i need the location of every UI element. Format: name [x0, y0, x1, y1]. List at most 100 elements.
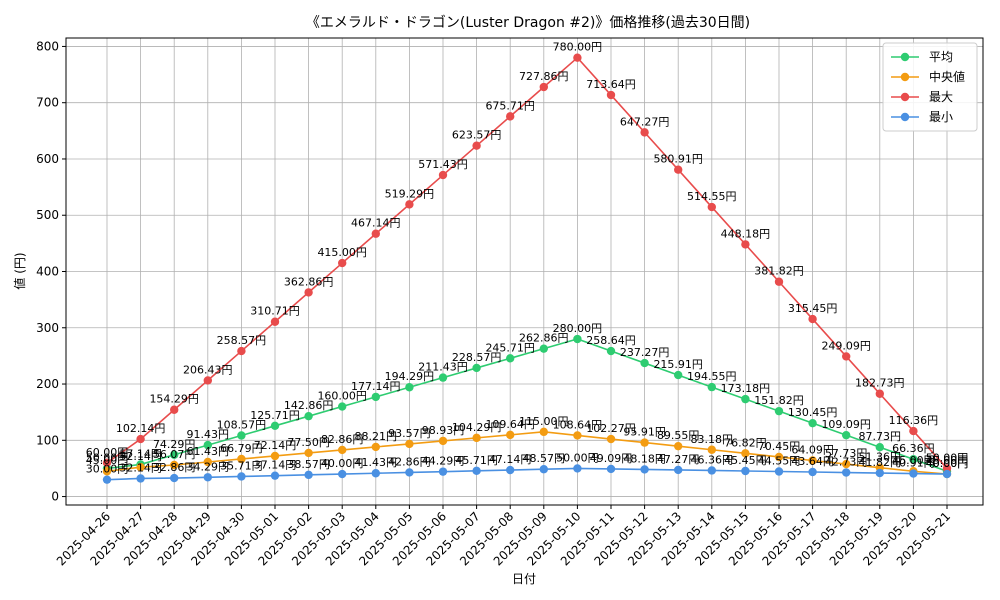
data-point [405, 383, 414, 392]
data-label: 83.18円 [691, 433, 734, 446]
data-point [405, 200, 414, 209]
y-tick-label: 400 [36, 265, 59, 279]
data-label: 115.00円 [519, 415, 569, 428]
data-point [539, 82, 548, 92]
data-point [774, 277, 784, 286]
data-label: 50.00円 [926, 451, 969, 464]
data-label: 52.14円 [119, 450, 162, 463]
data-point [606, 90, 616, 100]
data-point [270, 317, 280, 326]
data-point [707, 466, 716, 475]
data-point [203, 473, 212, 482]
data-point [270, 471, 280, 480]
chart-title: 《エメラルド・ドラゴン(Luster Dragon #2)》価格推移(過去30日… [306, 14, 750, 31]
data-label: 415.00円 [317, 246, 367, 259]
data-point [909, 426, 918, 436]
data-label: 45.45円 [724, 454, 767, 467]
data-label: 258.64円 [586, 334, 636, 347]
data-label: 362.86円 [284, 275, 334, 288]
data-point [203, 457, 212, 467]
y-tick-label: 700 [36, 96, 59, 110]
data-label: 76.82円 [724, 436, 767, 449]
data-label: 47.27円 [657, 453, 700, 466]
data-label: 91.43円 [187, 428, 230, 441]
data-label: 675.71円 [485, 99, 535, 112]
data-point [539, 344, 548, 353]
data-point [707, 202, 716, 212]
data-label: 40.00円 [926, 457, 969, 470]
data-point [808, 467, 817, 477]
data-label: 228.57円 [452, 351, 502, 364]
data-point [506, 112, 515, 121]
data-point [942, 469, 952, 479]
legend-marker [900, 92, 910, 102]
data-label: 315.45円 [788, 302, 838, 315]
data-label: 713.64円 [586, 78, 636, 91]
data-label: 780.00円 [553, 41, 603, 54]
legend-label: 最大 [929, 90, 953, 104]
data-label: 70.45円 [758, 440, 801, 453]
data-label: 514.55円 [687, 190, 737, 203]
x-axis-title: 日付 [512, 572, 536, 586]
data-point [438, 170, 448, 180]
y-tick-label: 100 [36, 433, 59, 447]
data-point [808, 314, 817, 324]
data-point [270, 451, 280, 461]
data-label: 56.07円 [153, 448, 196, 461]
data-label: 109.64円 [485, 418, 535, 431]
legend-marker [900, 72, 910, 82]
data-label: 45.00円 [926, 454, 969, 467]
data-label: 74.29円 [153, 438, 196, 451]
data-point [606, 346, 616, 356]
data-label: 51.36円 [859, 451, 902, 464]
data-point [472, 433, 481, 443]
data-label: 40.00円 [926, 457, 969, 470]
data-point [506, 465, 515, 475]
data-label: 108.57円 [217, 418, 267, 431]
data-point [338, 469, 347, 479]
data-point [808, 418, 817, 428]
data-label: 262.86円 [519, 332, 569, 345]
data-label: 95.91円 [623, 426, 666, 439]
data-label: 49.09円 [590, 452, 633, 465]
data-point [203, 376, 212, 385]
data-label: 245.71円 [485, 341, 535, 354]
data-label: 50.00円 [86, 451, 129, 464]
data-point [338, 258, 347, 268]
data-label: 44.29円 [422, 455, 465, 468]
data-label: 57.14円 [119, 447, 162, 460]
data-point [842, 468, 851, 477]
data-point [808, 456, 817, 465]
data-label: 182.73円 [855, 377, 905, 390]
data-label: 41.43円 [355, 456, 398, 469]
data-label: 72.14円 [254, 439, 297, 452]
data-point [170, 460, 179, 470]
data-label: 48.57円 [523, 452, 566, 465]
data-label: 310.71円 [250, 305, 300, 318]
data-point [842, 352, 851, 361]
y-tick-label: 0 [51, 490, 59, 504]
y-tick-label: 800 [36, 39, 59, 53]
data-point [875, 389, 884, 398]
y-tick-label: 200 [36, 377, 59, 391]
data-label: 448.18円 [721, 227, 771, 240]
data-label: 42.73円 [825, 456, 868, 469]
data-label: 154.29円 [149, 393, 199, 406]
data-label: 109.09円 [821, 418, 871, 431]
data-point [170, 473, 179, 483]
data-label: 44.55円 [758, 454, 801, 467]
data-point [371, 442, 380, 452]
data-label: 93.57円 [388, 427, 431, 440]
data-point [640, 128, 649, 137]
data-point [774, 406, 784, 416]
data-label: 35.71円 [220, 459, 263, 472]
data-label: 381.82円 [754, 265, 804, 278]
data-point [539, 427, 548, 437]
data-point [707, 445, 716, 454]
data-point [774, 467, 784, 476]
data-label: 87.73円 [859, 430, 902, 443]
data-label: 47.14円 [489, 453, 532, 466]
data-point [909, 469, 918, 478]
data-label: 249.09円 [821, 339, 871, 352]
